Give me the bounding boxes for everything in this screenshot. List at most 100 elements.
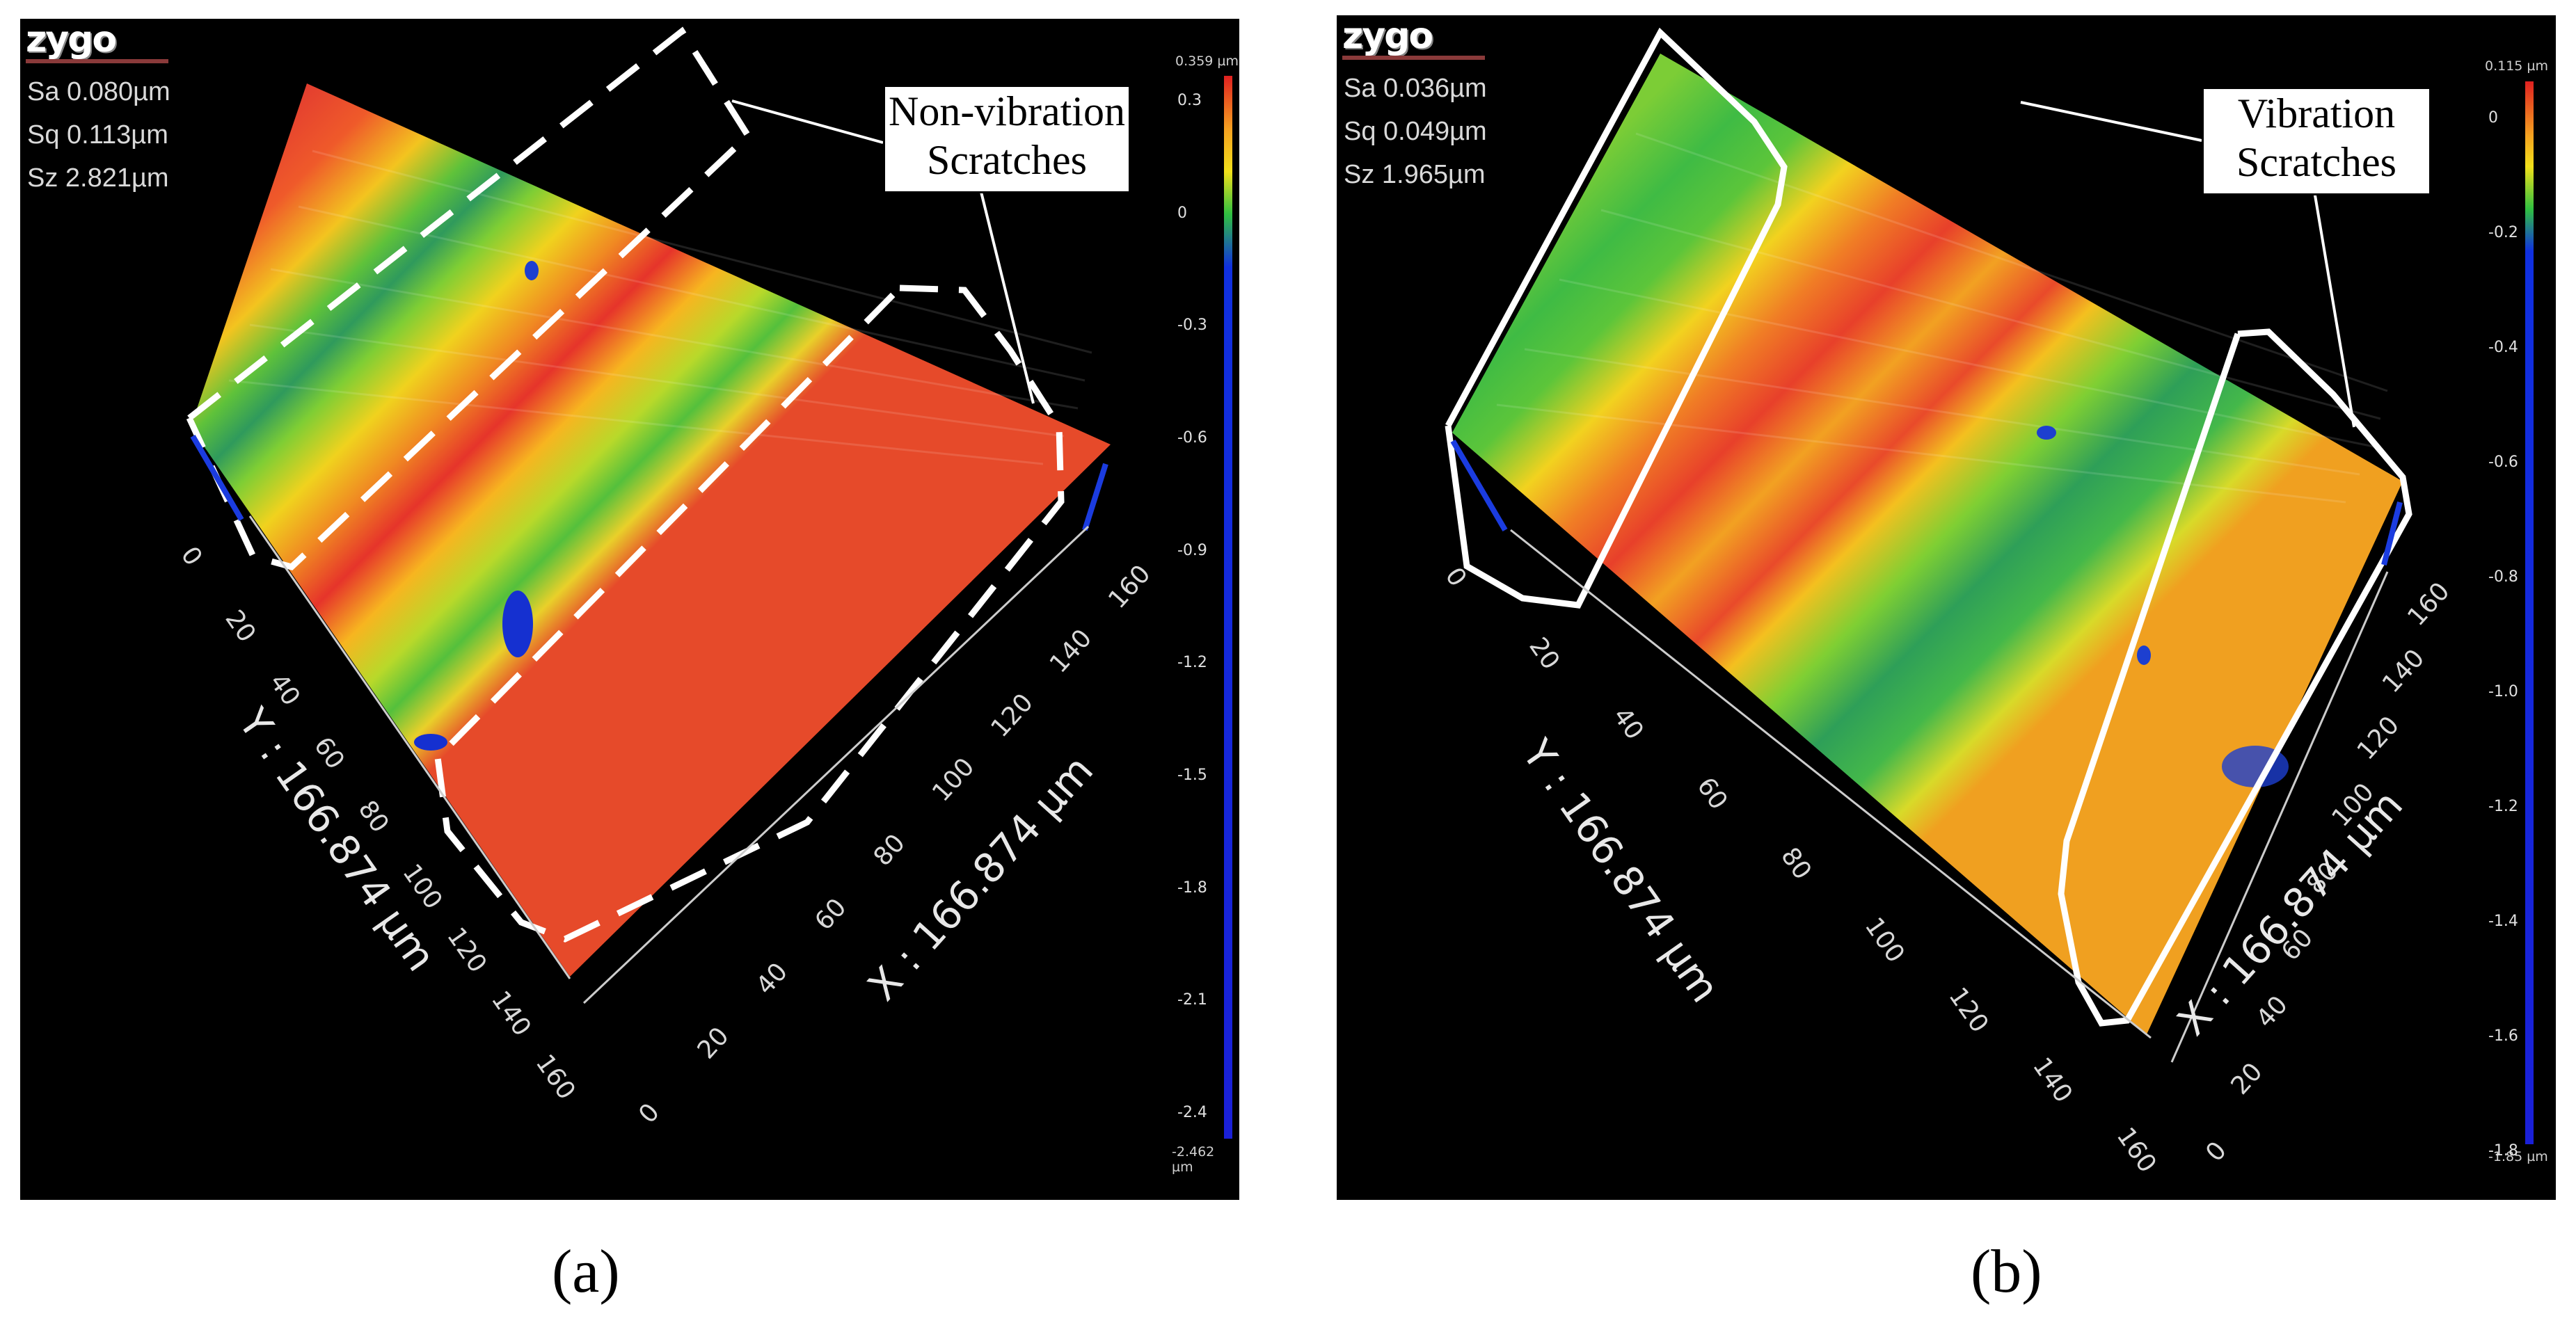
edge-a-left: [190, 434, 244, 522]
x-tick-b-8: 160: [2402, 577, 2455, 632]
y-tick-a-6: 120: [441, 922, 492, 978]
cb-tick-b-7: -1.4: [2488, 913, 2518, 930]
surface-b: [1452, 54, 2403, 1034]
cb-tick-a-5: -1.2: [1177, 654, 1207, 672]
colorbar-min-b: -1.85 µm: [2488, 1149, 2548, 1164]
x-tick-a-3: 60: [809, 893, 852, 936]
cb-tick-a-1: 0: [1177, 204, 1187, 222]
y-axis-label-b: Y : 166.874 µm: [1513, 730, 1729, 1011]
x-axis-b: [2170, 571, 2389, 1063]
pit-a3: [525, 261, 539, 280]
y-tick-a-1: 20: [219, 605, 261, 648]
cb-tick-a-8: -2.1: [1177, 991, 1207, 1009]
callout-leaders-b: [2020, 101, 2355, 428]
edge-a-right: [1082, 463, 1108, 531]
cb-tick-b-1: -0.2: [2488, 224, 2518, 241]
cb-tick-a-9: -2.4: [1177, 1104, 1207, 1121]
y-tick-a-7: 140: [486, 986, 536, 1041]
y-tick-a-8: 160: [530, 1050, 581, 1105]
colorbar-max-b: 0.115 µm: [2485, 58, 2549, 74]
x-tick-a-4: 80: [868, 829, 911, 872]
cb-tick-b-3: -0.6: [2488, 454, 2518, 471]
cb-tick-b-5: -1.0: [2488, 683, 2518, 700]
x-axis-label-a: X : 166.874 µm: [859, 746, 1102, 1009]
cb-tick-a-3: -0.6: [1177, 429, 1207, 447]
y-tick-b-3: 60: [1692, 773, 1733, 815]
x-tick-b-6: 120: [2352, 711, 2405, 766]
caption-a: (a): [552, 1238, 620, 1306]
stat-sa-a: Sa 0.080µm: [27, 77, 170, 106]
x-tick-b-1: 20: [2225, 1057, 2268, 1100]
x-tick-b-7: 140: [2377, 644, 2430, 699]
pit-a2: [414, 734, 447, 751]
x-tick-b-0: 0: [2200, 1137, 2232, 1167]
edge-b-right: [2381, 502, 2403, 566]
logo-underline-a: [26, 59, 168, 63]
y-tick-b-8: 160: [2111, 1123, 2162, 1178]
cb-tick-a-0: 0.3: [1177, 92, 1202, 109]
surface-texture-b: [1496, 132, 2388, 504]
y-tick-b-4: 80: [1775, 842, 1817, 885]
y-tick-a-0: 0: [175, 542, 208, 571]
roughness-stats-b: Sa 0.036µm Sq 0.049µm Sz 1.965µm: [1344, 67, 1487, 196]
pit-b3: [2137, 646, 2151, 665]
cb-tick-b-4: -0.8: [2488, 568, 2518, 586]
cb-tick-a-7: -1.8: [1177, 879, 1207, 897]
zygo-logo-b: zygo: [1342, 15, 1433, 57]
cb-tick-b-2: -0.4: [2488, 339, 2518, 356]
cb-tick-b-9: -1.8: [2488, 1142, 2518, 1160]
colorbar-min-a: -2.462 µm: [1172, 1144, 1215, 1175]
stat-sq-a: Sq 0.113µm: [27, 120, 168, 150]
pit-b2: [2037, 426, 2056, 440]
zygo-logo-a: zygo: [26, 19, 117, 61]
stat-sa-b: Sa 0.036µm: [1344, 74, 1487, 103]
roughness-stats-a: Sa 0.080µm Sq 0.113µm Sz 2.821µm: [27, 70, 170, 200]
callout-line2-a: Scratches: [927, 137, 1087, 183]
surface-panel-b: 0 20 40 60 80 100 120 140 160 0 20 40 60 80 100 120 140…: [1337, 15, 2556, 1200]
callout-box-a: Non-vibration Scratches: [883, 85, 1131, 193]
cb-tick-a-4: -0.9: [1177, 541, 1207, 559]
cb-tick-a-2: -0.3: [1177, 316, 1207, 335]
y-tick-b-5: 100: [1859, 913, 1910, 968]
cb-tick-b-0: 0: [2488, 109, 2498, 127]
x-tick-b-2: 40: [2251, 991, 2293, 1033]
surface-a: [191, 83, 1111, 977]
scratch-outline-a: [186, 26, 1065, 943]
colorbar-a: [1224, 76, 1232, 1139]
cb-tick-b-8: -1.6: [2488, 1027, 2518, 1045]
callout-line1-a: Non-vibration: [889, 88, 1125, 134]
callout-box-b: Vibration Scratches: [2202, 87, 2431, 195]
x-tick-a-6: 120: [985, 689, 1038, 744]
x-tick-a-1: 20: [692, 1022, 735, 1064]
y-axis-b: [1510, 529, 2152, 1039]
logo-underline-b: [1342, 56, 1485, 60]
x-tick-a-2: 40: [751, 958, 793, 1000]
y-tick-b-7: 140: [2027, 1052, 2078, 1108]
edge-b-left: [1450, 439, 1508, 532]
pit-a1: [502, 591, 533, 657]
callout-line2-b: Scratches: [2236, 139, 2396, 185]
y-tick-b-6: 120: [1943, 982, 1994, 1038]
y-tick-b-2: 40: [1607, 703, 1649, 745]
scratch-outline-b: [1445, 27, 2412, 1027]
cb-tick-b-6: -1.2: [2488, 798, 2518, 815]
stat-sz-b: Sz 1.965µm: [1344, 160, 1486, 189]
x-tick-a-0: 0: [633, 1098, 665, 1129]
x-tick-a-5: 100: [927, 753, 980, 808]
colorbar-max-a: 0.359 µm: [1175, 54, 1239, 69]
surface-texture-a: [228, 150, 1092, 465]
stat-sq-b: Sq 0.049µm: [1344, 117, 1487, 146]
x-tick-a-7: 140: [1044, 624, 1097, 679]
colorbar-b: [2525, 81, 2534, 1144]
x-axis-a: [582, 525, 1090, 1004]
x-tick-a-8: 160: [1103, 560, 1156, 615]
surface-panel-a: 0 20 40 60 80 100 120 140 160 0 20 40 60 80 100 120 140…: [20, 19, 1239, 1200]
y-axis-a: [248, 515, 571, 979]
y-tick-b-1: 20: [1523, 632, 1565, 675]
cb-tick-a-6: -1.5: [1177, 767, 1207, 784]
callout-leaders-a: [731, 99, 1035, 404]
callout-line1-b: Vibration: [2237, 90, 2396, 136]
caption-b: (b): [1971, 1238, 2042, 1306]
